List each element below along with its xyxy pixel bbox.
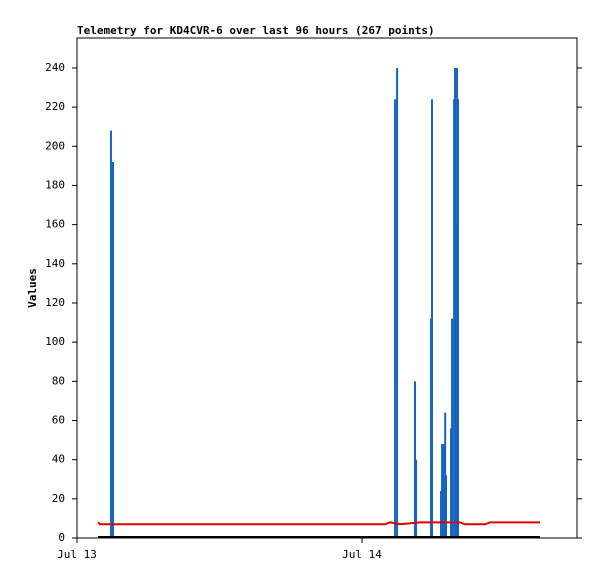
y-tick-label: 120 <box>45 296 65 309</box>
x-tick-label: Jul 14 <box>342 548 382 561</box>
plot-frame <box>76 37 578 539</box>
spike <box>444 412 447 538</box>
y-tick-label: 40 <box>52 453 65 466</box>
y-tick-label: 80 <box>52 374 65 387</box>
y-tick-label: 240 <box>45 61 65 74</box>
y-axis-label: Values <box>26 268 39 308</box>
spike <box>441 443 444 538</box>
spike <box>396 67 399 538</box>
spike <box>449 428 452 538</box>
y-tick-label: 180 <box>45 178 65 191</box>
spike <box>109 130 112 538</box>
x-tick-label: Jul 13 <box>57 548 97 561</box>
y-tick-label: 100 <box>45 335 65 348</box>
spike <box>430 99 433 539</box>
spike <box>111 161 114 538</box>
y-tick-label: 60 <box>52 413 65 426</box>
spike <box>445 475 448 538</box>
spike <box>442 443 445 538</box>
spike <box>415 459 418 538</box>
y-tick-label: 200 <box>45 139 65 152</box>
spike <box>456 99 459 539</box>
y-tick-label: 140 <box>45 257 65 270</box>
spike <box>414 381 417 538</box>
spike <box>440 490 443 538</box>
spike <box>394 99 397 539</box>
y-tick-label: 0 <box>58 531 65 544</box>
chart-title: Telemetry for KD4CVR-6 over last 96 hour… <box>77 24 435 37</box>
y-tick-label: 220 <box>45 100 65 113</box>
spike <box>454 67 457 538</box>
y-tick-label: 160 <box>45 218 65 231</box>
spike <box>451 318 454 538</box>
series-line <box>97 521 541 526</box>
y-tick-label: 20 <box>52 492 65 505</box>
